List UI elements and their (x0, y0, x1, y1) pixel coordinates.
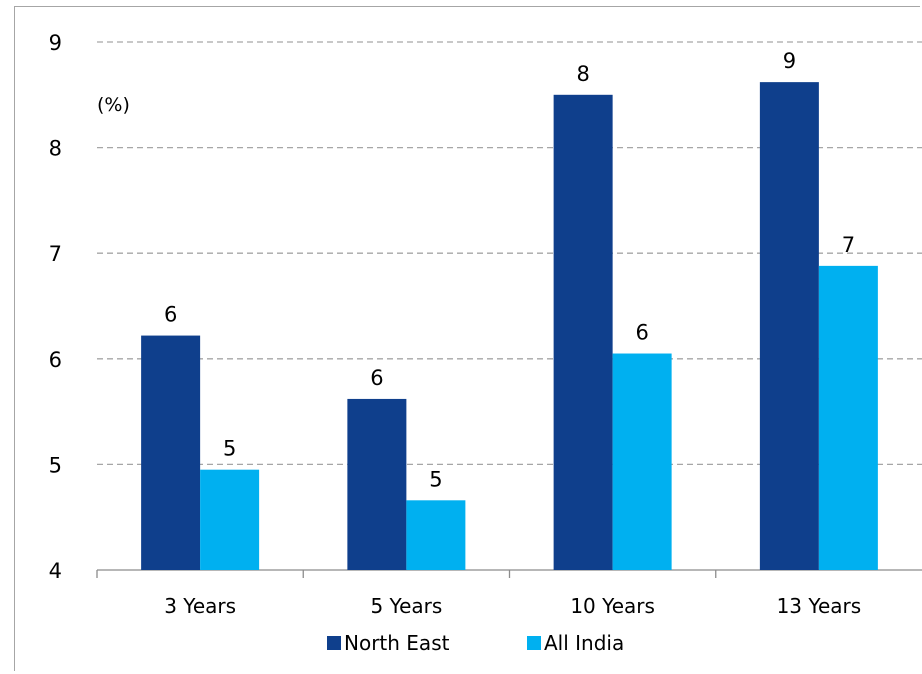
x-category-label: 3 Years (164, 594, 236, 618)
legend-label: North East (344, 631, 450, 655)
y-tick-label: 6 (49, 348, 62, 372)
legend: North East All India (327, 631, 624, 655)
data-label: 5 (223, 437, 236, 461)
bar-north-east (347, 398, 407, 570)
y-unit-label: (%) (97, 94, 130, 116)
bar-north-east (759, 82, 819, 571)
bars (141, 82, 878, 571)
y-tick-label: 4 (49, 559, 62, 583)
bar-all-india (406, 500, 466, 570)
bar-all-india (818, 265, 878, 570)
legend-swatch (327, 636, 341, 650)
x-category-label: 13 Years (777, 594, 862, 618)
data-label: 5 (429, 467, 442, 491)
bar-all-india (200, 469, 260, 570)
bar-north-east (141, 335, 201, 570)
y-tick-label: 7 (49, 242, 62, 266)
data-labels: 6 5 6 5 8 6 9 7 (164, 49, 855, 491)
chart-frame (14, 6, 920, 671)
data-label: 6 (164, 303, 177, 327)
bar-north-east (553, 94, 613, 571)
x-category-label: 5 Years (370, 594, 442, 618)
data-label: 7 (842, 233, 855, 257)
gridlines (97, 41, 922, 466)
x-category-label: 10 Years (570, 594, 655, 618)
y-tick-label: 9 (49, 31, 62, 55)
bar-all-india (612, 353, 672, 570)
data-label: 9 (783, 49, 796, 73)
y-tick-label: 8 (49, 137, 62, 161)
data-label: 8 (576, 62, 589, 86)
data-label: 6 (635, 321, 648, 345)
legend-label: All India (544, 631, 624, 655)
legend-swatch (527, 636, 541, 650)
data-label: 6 (370, 366, 383, 390)
y-tick-label: 5 (49, 453, 62, 477)
